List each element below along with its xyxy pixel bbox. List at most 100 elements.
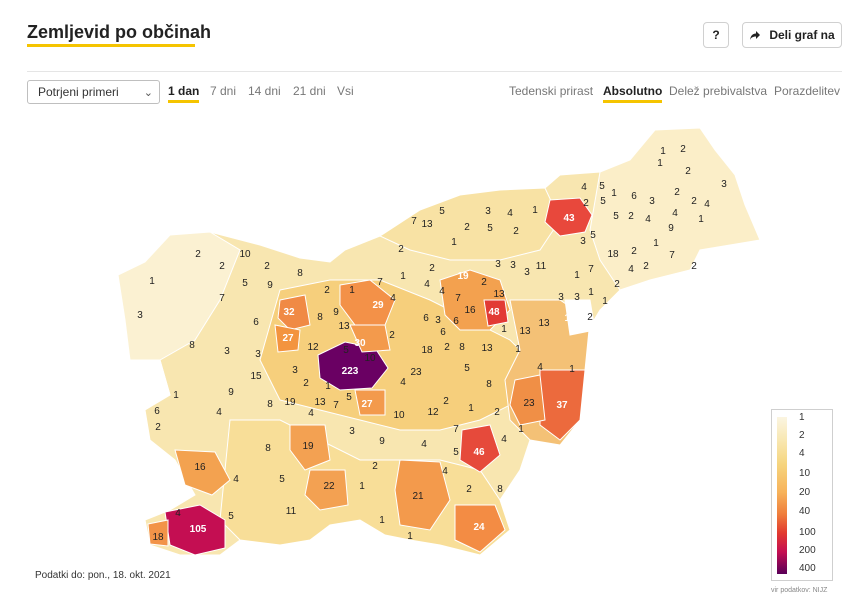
municipality-value-label: 3 [524, 267, 530, 278]
municipality-value-label: 2 [303, 378, 309, 389]
municipality-value-label: 11 [286, 506, 297, 517]
region-west [117, 231, 241, 361]
period-21-days[interactable]: 21 dni [293, 84, 326, 98]
municipality-value-label: 2 [691, 196, 697, 207]
municipality-value-label: 2 [219, 261, 225, 272]
municipality-value-label: 5 [279, 474, 285, 485]
municipality-value-label: 8 [297, 268, 303, 279]
municipality-value-label: 2 [195, 249, 201, 260]
metric-select[interactable]: Potrjeni primeri ⌄ [27, 80, 160, 104]
municipality-value-label: 7 [669, 250, 675, 261]
municipality-value-label: 6 [631, 191, 637, 202]
municipality-value-label: 19 [284, 397, 296, 408]
municipality-value-label: 1 [379, 515, 385, 526]
title-underline [27, 44, 195, 47]
region-kocevje [394, 459, 451, 531]
municipality-value-label: 9 [267, 280, 273, 291]
municipality-value-label: 2 [513, 226, 519, 237]
municipality-value-label: 1 [532, 205, 538, 216]
municipality-value-label: 2 [429, 263, 435, 274]
region-ljubljana [317, 341, 389, 391]
chevron-down-icon: ⌄ [143, 87, 153, 99]
municipality-value-label: 11 [536, 261, 547, 272]
period-14-days[interactable]: 14 dni [248, 84, 281, 98]
legend-tick: 200 [799, 545, 816, 556]
municipality-value-label: 4 [507, 208, 513, 219]
mode-population-share[interactable]: Delež prebivalstva [669, 84, 768, 98]
municipality-value-label: 1 [698, 214, 704, 225]
municipality-value-label: 1 [588, 287, 594, 298]
municipality-value-label: 7 [219, 293, 225, 304]
page-title: Zemljevid po občinah [27, 22, 212, 42]
period-all[interactable]: Vsi [337, 84, 354, 98]
municipality-value-label: 27 [361, 399, 373, 410]
municipality-value-label: 32 [283, 307, 295, 318]
municipality-value-label: 5 [242, 278, 248, 289]
share-button[interactable]: Deli graf na [742, 22, 842, 48]
help-button[interactable]: ? [703, 22, 729, 48]
municipality-value-label: 4 [308, 408, 314, 419]
divider [27, 71, 842, 72]
municipality-value-label: 7 [411, 216, 417, 227]
municipality-value-label: 10 [393, 410, 405, 421]
municipality-value-label: 4 [704, 199, 710, 210]
municipality-value-label: 1 [574, 270, 580, 281]
municipality-value-label: 13 [538, 318, 550, 329]
municipality-value-label: 4 [175, 508, 181, 519]
municipality-value-label: 2 [680, 144, 686, 155]
region-northeast [589, 127, 761, 291]
municipality-value-label: 22 [323, 481, 335, 492]
municipality-value-label: 2 [628, 211, 634, 222]
municipality-value-label: 18 [152, 532, 164, 543]
mode-distribution[interactable]: Porazdelitev [774, 84, 841, 98]
region-koper [164, 504, 226, 556]
municipality-value-label: 2 [691, 261, 697, 272]
municipality-value-label: 2 [372, 461, 378, 472]
municipality-value-label: 5 [453, 447, 459, 458]
municipality-value-label: 12 [427, 407, 439, 418]
municipality-value-label: 7 [455, 293, 461, 304]
municipality-value-label: 2 [155, 422, 161, 433]
municipality-value-label: 3 [558, 292, 564, 303]
period-1-day[interactable]: 1 dan [168, 84, 200, 103]
mode-absolute[interactable]: Absolutno [603, 84, 663, 103]
municipality-value-label: 2 [494, 407, 500, 418]
municipality-value-label: 1 [518, 424, 524, 435]
municipality-value-label: 3 [510, 260, 516, 271]
region-krsko [509, 374, 546, 426]
legend-tick: 400 [799, 563, 816, 574]
municipality-value-label: 13 [493, 289, 505, 300]
municipality-value-label: 1 [660, 146, 666, 157]
municipality-value-label: 3 [292, 365, 298, 376]
municipality-value-label: 1 [325, 381, 331, 392]
municipality-value-label: 4 [400, 377, 406, 388]
municipality-value-label: 3 [495, 259, 501, 270]
municipality-value-label: 10 [364, 353, 376, 364]
municipality-value-label: 2 [466, 484, 472, 495]
municipality-value-label: 2 [614, 279, 620, 290]
period-7-days[interactable]: 7 dni [210, 84, 237, 98]
municipality-value-label: 5 [590, 230, 596, 241]
municipality-value-label: 1 [501, 324, 507, 335]
municipality-value-label: 223 [342, 366, 359, 377]
municipality-value-label: 7 [453, 424, 459, 435]
municipality-value-label: 1 [451, 237, 457, 248]
municipality-value-label: 18 [607, 249, 619, 260]
municipality-value-label: 27 [282, 333, 294, 344]
municipality-value-label: 10 [239, 249, 251, 260]
region-ilirska [304, 469, 349, 511]
municipality-value-label: 16 [464, 305, 476, 316]
municipality-value-label: 9 [379, 436, 385, 447]
municipality-value-label: 3 [349, 426, 355, 437]
municipality-value-label: 1 [407, 531, 413, 542]
municipality-value-label: 5 [464, 363, 470, 374]
legend-color-bar [777, 417, 787, 574]
municipality-value-label: 8 [497, 484, 503, 495]
municipality-value-label: 8 [459, 342, 465, 353]
municipality-value-label: 4 [233, 474, 239, 485]
municipality-value-label: 8 [267, 399, 273, 410]
region-crnomelj [454, 504, 506, 553]
mode-weekly-growth[interactable]: Tedenski prirast [509, 84, 594, 98]
